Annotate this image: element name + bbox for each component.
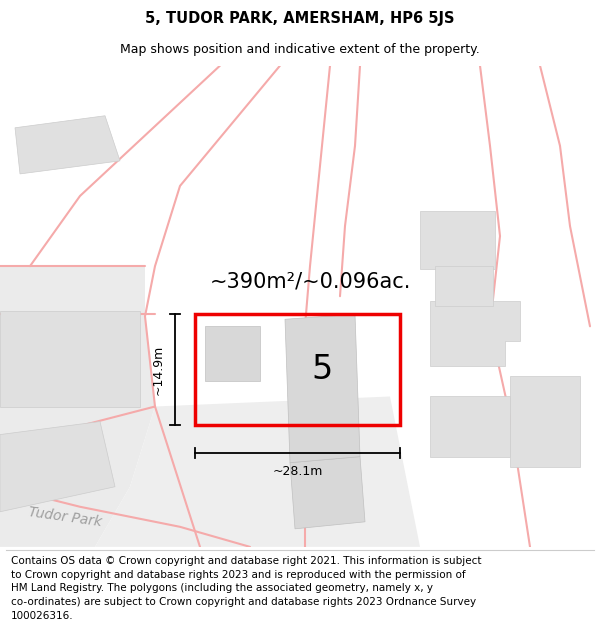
Text: 5: 5 bbox=[311, 353, 333, 386]
Polygon shape bbox=[95, 396, 420, 547]
Polygon shape bbox=[0, 421, 115, 512]
Text: ~14.9m: ~14.9m bbox=[152, 344, 165, 394]
Polygon shape bbox=[290, 457, 365, 529]
Polygon shape bbox=[15, 116, 120, 174]
Bar bbox=[0, 311, 140, 406]
Text: Map shows position and indicative extent of the property.: Map shows position and indicative extent… bbox=[120, 42, 480, 56]
Bar bbox=[510, 376, 580, 467]
Text: Tudor Park: Tudor Park bbox=[28, 505, 103, 529]
Bar bbox=[195, 314, 400, 424]
Bar bbox=[435, 266, 493, 306]
Bar bbox=[430, 396, 510, 457]
Text: Contains OS data © Crown copyright and database right 2021. This information is : Contains OS data © Crown copyright and d… bbox=[11, 556, 481, 621]
Polygon shape bbox=[285, 314, 360, 462]
Bar bbox=[205, 326, 260, 381]
Text: 5, TUDOR PARK, AMERSHAM, HP6 5JS: 5, TUDOR PARK, AMERSHAM, HP6 5JS bbox=[145, 11, 455, 26]
Polygon shape bbox=[430, 301, 520, 366]
Text: ~28.1m: ~28.1m bbox=[272, 464, 323, 478]
Polygon shape bbox=[0, 266, 155, 547]
Bar bbox=[420, 211, 495, 269]
Text: ~390m²/~0.096ac.: ~390m²/~0.096ac. bbox=[209, 271, 410, 291]
